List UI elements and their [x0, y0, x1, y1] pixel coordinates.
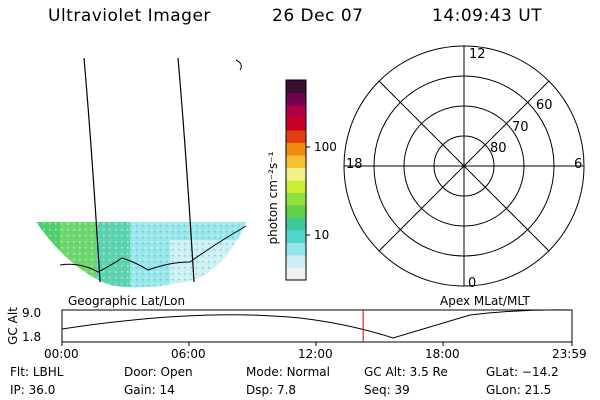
door-value: Open [160, 365, 193, 379]
header-date: 26 Dec 07 [272, 6, 364, 26]
coastline [235, 59, 242, 71]
mlat-label-80: 80 [490, 141, 507, 156]
coastline [59, 225, 247, 273]
gain-value: 14 [159, 383, 175, 397]
colorbar-tick-label-100: 100 [314, 140, 337, 154]
meridian-line [83, 57, 101, 283]
mlt-label-top: 12 [469, 47, 486, 62]
seq-field: Seq: 39 [364, 383, 410, 397]
altitude-xtick: 06:00 [171, 347, 206, 361]
seq-value: 39 [394, 383, 410, 397]
ip-value: 36.0 [28, 383, 56, 397]
colorbar-segment [286, 142, 306, 156]
altitude-ytick-high: 9.0 [22, 306, 42, 320]
colorbar-segment [286, 180, 306, 193]
instrument-title: Ultraviolet Imager [48, 6, 211, 26]
colorbar-segment [286, 217, 306, 231]
colorbar-segment [286, 267, 306, 281]
colorbar-segment [286, 255, 306, 268]
ip-field: IP: 36.0 [10, 383, 56, 397]
geographic-image [36, 57, 247, 288]
header-time: 14:09:43 UT [432, 6, 543, 26]
altitude-ytick-low: 1.8 [22, 330, 42, 344]
glon-field: GLon: 21.5 [486, 383, 552, 397]
colorbar-segment [286, 230, 306, 243]
colorbar-frame [285, 79, 307, 281]
glat-value: −14.2 [521, 365, 559, 379]
altitude-xtick: 23:59 [552, 347, 587, 361]
mlt-label-bottom: 0 [468, 276, 477, 291]
gc-alt-field: GC Alt: 3.5 Re [364, 365, 448, 379]
mode-field: Mode: Normal [246, 365, 330, 379]
dsp-field: Dsp: 7.8 [246, 383, 297, 397]
colorbar-segment [286, 192, 306, 206]
glat-field: GLat: −14.2 [486, 365, 559, 379]
colorbar-segment [286, 117, 306, 131]
glon-value: 21.5 [524, 383, 552, 397]
polar-spoke [378, 80, 550, 252]
polar-plot [343, 45, 585, 287]
mlt-label-right: 6 [574, 157, 583, 172]
altitude-frame [61, 309, 573, 343]
flt-field: Flt: LBHL [10, 365, 64, 379]
colorbar-segment [286, 92, 306, 106]
altitude-xtick: 00:00 [44, 347, 79, 361]
mode-value: Normal [286, 365, 330, 379]
polar-caption: Apex MLat/MLT [440, 294, 530, 308]
colorbar [286, 80, 306, 281]
altitude-xtick: 18:00 [425, 347, 460, 361]
colorbar-segment [286, 167, 306, 181]
colorbar-segment [286, 80, 306, 93]
geographic-caption: Geographic Lat/Lon [68, 294, 186, 308]
colorbar-tick-label-10: 10 [314, 228, 330, 242]
flt-value: LBHL [32, 365, 64, 379]
mlat-label-60: 60 [536, 98, 553, 113]
altitude-xtick: 12:00 [298, 347, 333, 361]
dsp-value: 7.8 [276, 383, 297, 397]
mlt-label-left: 18 [346, 157, 363, 172]
colorbar-segment [286, 105, 306, 118]
altitude-ylabel: GC Alt [6, 307, 20, 345]
altitude-curve [61, 309, 573, 339]
meridian-line [177, 57, 195, 283]
colorbar-segment [286, 130, 306, 143]
colorbar-segment [286, 242, 306, 256]
gc-alt-value: 3.5 Re [409, 365, 448, 379]
colorbar-label: photon cm⁻²s⁻¹ [266, 151, 280, 245]
colorbar-segment [286, 155, 306, 168]
mlat-label-70: 70 [512, 120, 529, 135]
gain-field: Gain: 14 [124, 383, 175, 397]
colorbar-segment [286, 205, 306, 218]
altitude-plot [61, 309, 573, 346]
door-field: Door: Open [124, 365, 193, 379]
